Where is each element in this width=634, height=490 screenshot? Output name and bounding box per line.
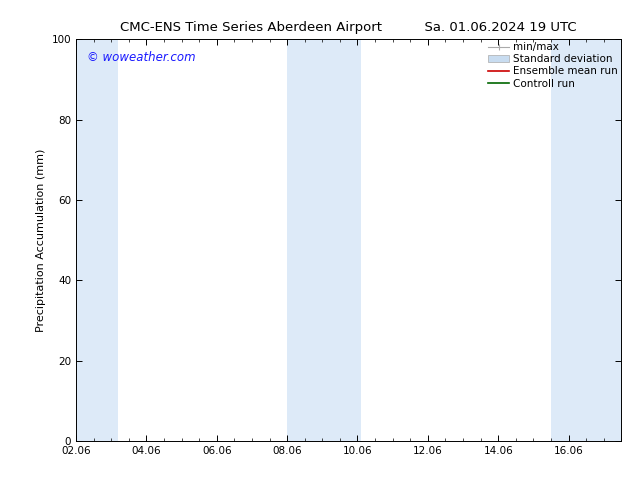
Text: © woweather.com: © woweather.com [87,51,196,64]
Legend: min/max, Standard deviation, Ensemble mean run, Controll run: min/max, Standard deviation, Ensemble me… [488,42,618,89]
Y-axis label: Precipitation Accumulation (mm): Precipitation Accumulation (mm) [36,148,46,332]
Bar [551,39,621,441]
Title: CMC-ENS Time Series Aberdeen Airport          Sa. 01.06.2024 19 UTC: CMC-ENS Time Series Aberdeen Airport Sa.… [120,21,577,34]
Bar [76,39,119,441]
Bar [287,39,361,441]
